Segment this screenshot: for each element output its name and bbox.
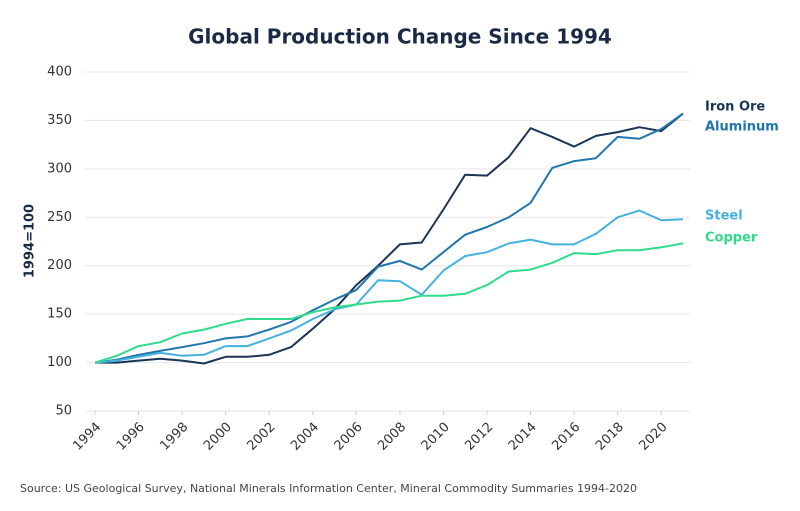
series-label: Steel bbox=[705, 209, 743, 224]
y-tick-label: 250 bbox=[47, 210, 72, 225]
series-line bbox=[94, 242, 684, 364]
y-tick-label: 200 bbox=[47, 258, 72, 273]
source-note: Source: US Geological Survey, National M… bbox=[20, 482, 637, 495]
x-tick-label: 2014 bbox=[506, 420, 540, 454]
y-tick-label: 50 bbox=[55, 404, 72, 419]
x-tick-label: 1996 bbox=[114, 420, 148, 454]
y-tick-label: 150 bbox=[47, 307, 72, 322]
x-tick-label: 2012 bbox=[462, 420, 496, 454]
x-tick-label: 2008 bbox=[375, 420, 409, 454]
series-line bbox=[94, 209, 684, 364]
series-label: Copper bbox=[705, 231, 758, 246]
x-tick-label: 2016 bbox=[549, 420, 583, 454]
series-label: Iron Ore bbox=[705, 100, 765, 115]
x-tick-label: 2018 bbox=[593, 420, 627, 454]
series-line bbox=[94, 112, 684, 364]
y-axis-label: 1994=100 bbox=[23, 204, 38, 278]
y-tick-label: 300 bbox=[47, 161, 72, 176]
x-tick-label: 2002 bbox=[245, 420, 279, 454]
x-tick-label: 2000 bbox=[201, 420, 235, 454]
series-line bbox=[95, 112, 684, 365]
x-tick-label: 1998 bbox=[157, 420, 191, 454]
y-tick-label: 400 bbox=[47, 65, 72, 80]
y-tick-label: 100 bbox=[47, 355, 72, 370]
y-tick-label: 350 bbox=[47, 113, 72, 128]
chart-title: Global Production Change Since 1994 bbox=[188, 25, 612, 49]
series-label: Aluminum bbox=[705, 120, 779, 135]
x-tick-label: 2004 bbox=[288, 420, 322, 454]
x-tick-label: 2020 bbox=[637, 420, 671, 454]
x-tick-label: 1994 bbox=[70, 420, 104, 454]
x-tick-label: 2010 bbox=[419, 420, 453, 454]
x-tick-label: 2006 bbox=[332, 420, 366, 454]
